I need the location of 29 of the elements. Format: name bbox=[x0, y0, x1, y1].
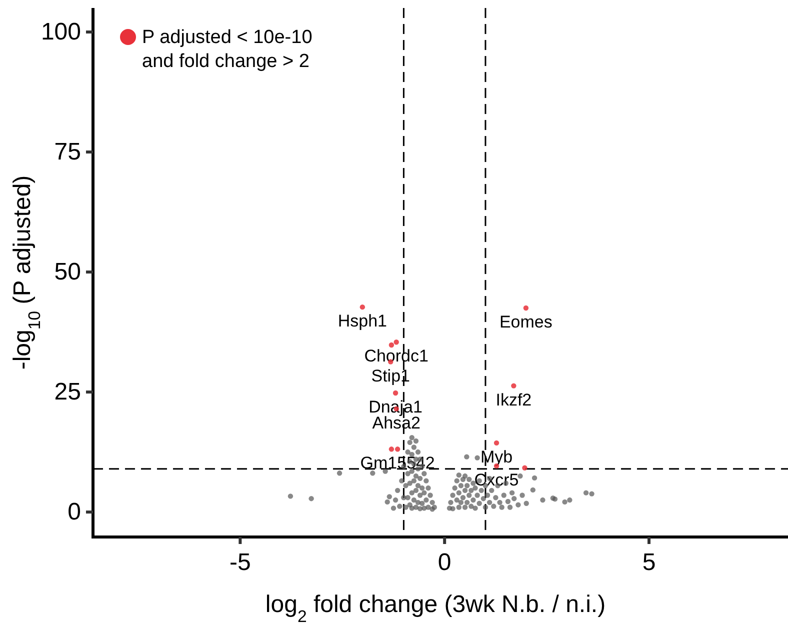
annotation: Gm15542 bbox=[360, 454, 435, 473]
annotation: Chordc1 bbox=[364, 346, 428, 366]
annotation: Stip1 bbox=[371, 366, 410, 386]
point bbox=[394, 446, 400, 452]
point bbox=[511, 383, 516, 388]
x-tick-label: 0 bbox=[438, 549, 452, 576]
x-axis-title: log$_{2}$ fold change (3wk N.b. / n.i.) bbox=[265, 591, 606, 625]
y-tick-label: 0 bbox=[68, 498, 81, 526]
point bbox=[388, 342, 394, 348]
point bbox=[392, 390, 398, 396]
x-tick-label: -5 bbox=[230, 549, 251, 576]
y-tick-label: 100 bbox=[40, 18, 81, 46]
annotation: Hsph1 bbox=[338, 312, 387, 331]
annotation: Ikzf2 bbox=[496, 390, 532, 410]
point bbox=[360, 304, 366, 310]
x-tick-label: 5 bbox=[642, 549, 656, 576]
annotation: Dnaja1 bbox=[368, 397, 422, 416]
point bbox=[523, 305, 529, 311]
legend-label: P adjusted < 10e-10 and fold change > 2 bbox=[142, 27, 312, 72]
y-tick-label: 25 bbox=[54, 378, 81, 406]
point bbox=[494, 440, 500, 446]
y-tick-label: 75 bbox=[54, 138, 81, 166]
y-tick-label: 50 bbox=[54, 258, 81, 286]
annotation: Cxcr5 bbox=[474, 470, 519, 490]
point bbox=[394, 340, 399, 345]
annotation: Myb bbox=[480, 447, 513, 466]
point bbox=[388, 446, 394, 452]
annotation: Eomes bbox=[499, 312, 552, 332]
point bbox=[522, 465, 528, 470]
